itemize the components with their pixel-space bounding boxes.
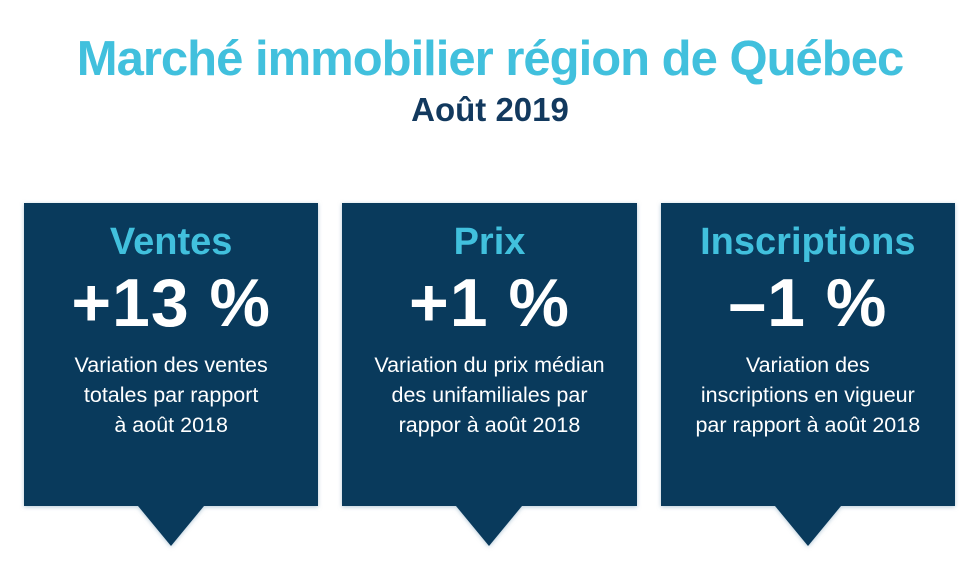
stat-card-ventes-title: Ventes — [109, 221, 233, 263]
stat-card-inscriptions-value: –1 % — [728, 265, 888, 341]
page-title: Marché immobilier région de Québec — [76, 32, 904, 86]
infographic-canvas: Marché immobilier région de Québec Août … — [0, 30, 980, 582]
stat-card-prix-description: Variation du prix médian des unifamilial… — [374, 353, 605, 437]
stat-card-ventes-description: Variation des ventes totales par rapport… — [74, 353, 268, 437]
stat-card-prix-title: Prix — [453, 221, 526, 263]
stat-card-inscriptions-description: Variation des inscriptions en vigueur pa… — [695, 353, 921, 437]
stat-card-inscriptions: Inscriptions –1 % Variation des inscript… — [660, 203, 955, 546]
page-subtitle: Août 2019 — [411, 91, 569, 128]
stat-card-ventes: Ventes +13 % Variation des ventes totale… — [24, 203, 319, 546]
stat-card-prix: Prix +1 % Variation du prix médian des u… — [342, 203, 637, 546]
card-pointer-tail — [456, 506, 523, 546]
card-pointer-tail — [138, 506, 205, 546]
card-pointer-tail — [774, 506, 841, 546]
stat-card-inscriptions-title: Inscriptions — [700, 221, 916, 263]
stat-card-ventes-value: +13 % — [71, 265, 272, 341]
stat-cards: Ventes +13 % Variation des ventes totale… — [24, 203, 955, 546]
stat-card-prix-value: +1 % — [409, 265, 570, 341]
